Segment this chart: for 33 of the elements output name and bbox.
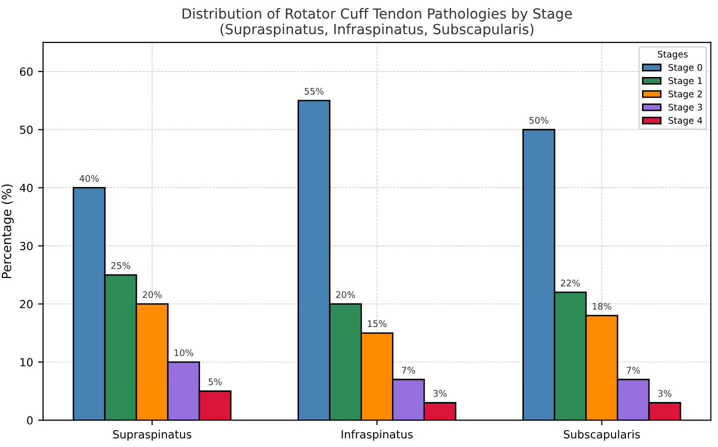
y-tick-label: 40: [20, 184, 33, 192]
legend-title: Stages: [658, 50, 688, 60]
legend-label: Stage 3: [668, 104, 702, 112]
data-label: 18%: [592, 302, 612, 310]
data-label: 20%: [336, 291, 356, 298]
data-label: 3%: [433, 390, 447, 397]
legend-label: Stage 0: [668, 64, 702, 73]
data-label: 10%: [174, 349, 194, 356]
data-label: 22%: [560, 280, 580, 286]
legend-label: Stage 4: [668, 117, 702, 126]
data-label: 20%: [142, 291, 162, 298]
data-label: 40%: [80, 174, 99, 182]
data-label: 50%: [529, 116, 548, 124]
data-label: 7%: [626, 366, 640, 374]
data-label: 5%: [208, 378, 222, 386]
chart-title: Distribution of Rotator Cuff Tendon Pathologies by Stage (Supraspinatus, Infraspinatus, Subscapularis): [182, 8, 572, 38]
legend-label: Stage 2: [668, 90, 702, 100]
data-label: 25%: [111, 262, 130, 269]
data-label: 15%: [368, 320, 386, 328]
data-label: 7%: [402, 366, 416, 374]
y-tick-label: 20: [20, 300, 33, 308]
x-tick-label: Supraspinatus: [113, 430, 192, 441]
y-tick-label: 60: [20, 67, 33, 76]
x-tick-label: Subscapularis: [564, 430, 640, 441]
y-axis-title: Percentage (%): [2, 184, 14, 278]
y-tick-label: 0: [27, 416, 33, 425]
y-tick-label: 30: [20, 242, 33, 250]
data-label: 3%: [658, 390, 672, 397]
y-tick-label: 50: [20, 126, 33, 134]
legend-label: Stage 1: [668, 77, 702, 86]
x-tick-label: Infraspinatus: [342, 430, 413, 441]
y-tick-label: 10: [20, 358, 33, 366]
data-label: 55%: [304, 88, 324, 95]
